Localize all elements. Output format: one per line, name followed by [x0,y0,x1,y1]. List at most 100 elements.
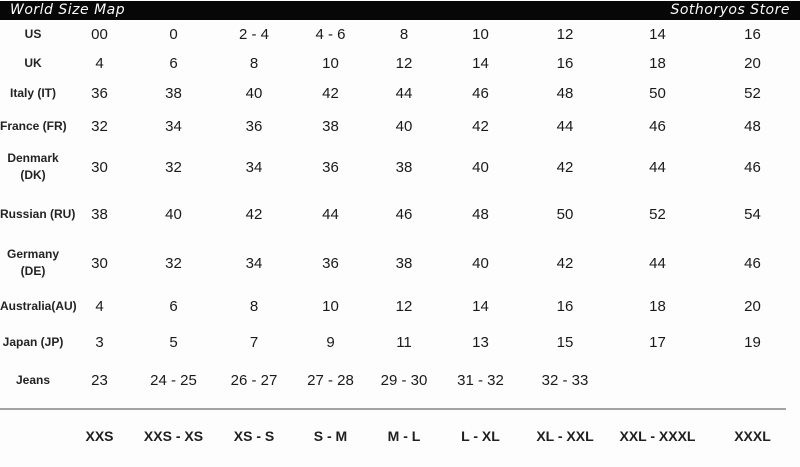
row-label-line: UK [24,55,42,70]
size-value-cell: 48 [744,117,761,135]
size-value-cell: 4 [95,298,104,315]
size-value-cell: 6 [169,54,178,72]
size-value-cell: 40 [395,117,413,135]
size-value-cell: 0 [169,26,178,43]
size-value-cell: 38 [91,206,108,223]
size-value-cell: 44 [322,206,339,223]
row-label: Italy (IT) [0,85,66,102]
divider-line [0,408,786,410]
size-category-label: XXS [85,428,114,444]
table-row: UK 4 6 8 10 12 14 16 18 20 [0,49,800,77]
size-value-cell: 46 [649,117,666,135]
size-value-cell: 00 [91,26,108,43]
size-value-cell: 40 [245,84,263,102]
row-label-line: US [24,27,42,41]
size-value-cell: 34 [245,254,263,272]
size-value-cell: 23 [91,371,108,389]
size-value-cell: 20 [744,54,761,72]
size-value-cell: 44 [556,117,574,135]
size-value-cell: 38 [395,254,413,272]
size-value-cell: 6 [169,298,178,315]
size-value-cell: 16 [556,298,574,315]
row-label-line: France (FR) [0,118,67,133]
size-value-cell: 42 [556,158,574,176]
size-value-cell: 3 [95,334,104,351]
size-value-cell: 10 [322,298,339,315]
size-value-cell: 42 [245,206,263,223]
size-value-cell: 52 [649,206,666,223]
row-label: Russian (RU) [0,206,76,223]
size-value-cell: 18 [649,54,666,72]
size-value-cell: 16 [556,54,574,72]
table-row: Japan (JP) 3 5 7 9 11 13 15 17 19 [0,325,800,360]
size-value-cell: 44 [649,254,666,272]
size-value-cell: 42 [322,84,339,102]
row-label-line: (DK) [20,168,46,182]
size-value-cell: 38 [322,117,339,135]
size-category-label: XXL - XXXL [619,428,696,444]
size-value-cell: 36 [91,84,108,102]
row-label-line: Japan (JP) [2,335,64,349]
size-value-cell: 40 [165,206,182,223]
table-row: Germany (DE) 30 32 34 36 38 40 42 44 46 [0,238,800,288]
size-value-cell: 27 - 28 [307,371,354,389]
size-value-cell: 10 [472,26,489,43]
size-value-cell: 9 [326,334,335,351]
size-value-cell: 34 [165,117,182,135]
table-row: Italy (IT) 36 38 40 42 44 46 48 50 52 [0,77,800,109]
row-label-line: Jeans [15,372,51,387]
row-label-line: Denmark [7,151,59,165]
size-value-cell: 12 [395,298,413,315]
size-value-cell: 40 [472,254,489,272]
size-category-label: L - XL [461,428,500,444]
size-value-cell: 52 [744,84,761,102]
size-value-cell: 19 [744,334,761,351]
row-label-line: Italy (IT) [9,85,56,100]
size-value-cell: 32 [165,158,182,176]
store-name: Sothoryos Store [670,2,790,18]
size-category-label: XXXL [734,428,771,444]
size-value-cell: 13 [472,334,489,351]
size-value-cell: 29 - 30 [380,371,428,389]
size-value-cell: 54 [744,206,761,223]
size-value-cell: 4 - 6 [315,26,346,43]
row-label: Australia(AU) [0,298,77,315]
size-value-cell: 8 [249,54,259,72]
size-value-cell: 48 [556,84,574,102]
size-value-cell: 26 - 27 [230,371,278,389]
title-bar: World Size Map Sothoryos Store [0,1,800,20]
size-value-cell: 38 [165,84,182,102]
size-value-cell: 48 [472,206,489,223]
size-value-cell: 24 - 25 [150,371,197,389]
table-row: Australia(AU) 4 6 8 10 12 14 16 18 20 [0,288,800,325]
size-value-cell: 7 [249,334,259,351]
row-label: UK [0,55,66,72]
size-value-cell: 32 - 33 [541,371,589,389]
size-category-label: XXS - XS [143,428,204,444]
size-value-cell: 14 [649,26,666,43]
row-label: France (FR) [0,118,67,135]
size-value-cell: 44 [649,158,666,176]
size-value-cell: 30 [91,158,108,176]
size-value-cell: 34 [245,158,263,176]
size-category-label: XL - XXL [536,428,594,444]
size-value-cell: 44 [395,84,413,102]
size-value-cell: 42 [472,117,489,135]
size-category-label: S - M [313,428,348,444]
size-value-cell: 15 [556,334,574,351]
size-category-label: XS - S [233,428,275,444]
size-category-label: M - L [387,428,421,444]
row-label: Jeans [0,372,66,389]
size-value-cell: 8 [399,26,409,43]
size-value-cell: 30 [91,254,108,272]
table-row: Denmark (DK) 30 32 34 36 38 40 42 44 46 [0,143,800,191]
row-label-line: Russian (RU) [0,207,76,221]
size-value-cell: 46 [744,158,761,176]
row-label-line: Australia(AU) [0,299,77,313]
size-value-cell: 38 [395,158,413,176]
size-value-cell: 46 [472,84,489,102]
row-label-line: Germany [6,247,60,261]
row-label: Germany (DE) [0,246,66,280]
